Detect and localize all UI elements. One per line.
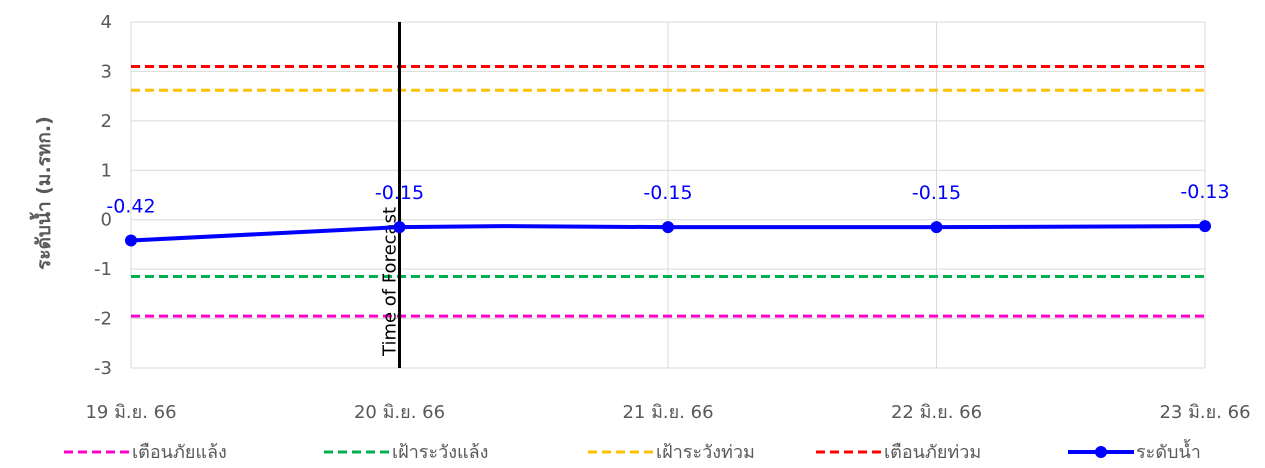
chart-gridlines — [130, 21, 1206, 369]
x-tick-label: 23 มิ.ย. 66 — [1159, 402, 1250, 423]
legend-label: เฝ้าระวังท่วม — [656, 442, 755, 463]
series-layer: -0.42 -0.15 -0.15 -0.15 -0.13 — [106, 181, 1230, 247]
y-axis-ticks: -3 -2 -1 0 1 2 3 4 — [94, 12, 112, 379]
legend-label: เฝ้าระวังแล้ง — [392, 442, 488, 463]
legend-label: ระดับน้ำ — [1136, 439, 1201, 463]
data-label: -0.15 — [912, 182, 961, 204]
legend-marker — [1095, 446, 1107, 458]
series-line — [130, 224, 1206, 243]
data-point — [930, 221, 943, 234]
x-tick-label: 21 มิ.ย. 66 — [622, 402, 713, 423]
legend-label: เตือนภัยแล้ง — [132, 442, 227, 463]
forecast-marker: Time of Forecast — [380, 22, 401, 368]
y-tick-label: 0 — [101, 210, 112, 231]
x-axis-ticks: 19 มิ.ย. 66 20 มิ.ย. 66 21 มิ.ย. 66 22 มิ.ย… — [85, 402, 1250, 423]
data-point — [662, 221, 674, 234]
y-tick-label: -2 — [94, 309, 112, 330]
y-tick-label: -1 — [94, 259, 112, 280]
y-tick-label: 2 — [101, 111, 112, 132]
forecast-label: Time of Forecast — [380, 207, 401, 357]
x-tick-label: 19 มิ.ย. 66 — [85, 402, 176, 423]
y-tick-label: 4 — [101, 12, 112, 33]
y-tick-label: -3 — [94, 358, 112, 379]
y-tick-label: 1 — [101, 160, 112, 181]
data-label: -0.42 — [106, 195, 155, 217]
threshold-lines — [131, 64, 1205, 318]
data-label: -0.13 — [1180, 181, 1229, 203]
x-tick-label: 20 มิ.ย. 66 — [354, 402, 445, 423]
data-point — [1199, 220, 1211, 233]
data-label: -0.15 — [375, 182, 424, 204]
legend: เตือนภัยแล้ง เฝ้าระวังแล้ง เฝ้าระวังท่วม เต… — [64, 439, 1201, 463]
data-point — [393, 221, 406, 234]
y-tick-label: 3 — [101, 61, 112, 82]
data-label: -0.15 — [643, 182, 692, 204]
x-tick-label: 22 มิ.ย. 66 — [891, 402, 982, 423]
y-axis-label: ระดับน้ำ (ม.รทก.) — [29, 116, 55, 270]
legend-label: เตือนภัยท่วม — [884, 442, 981, 463]
data-point — [125, 234, 137, 247]
